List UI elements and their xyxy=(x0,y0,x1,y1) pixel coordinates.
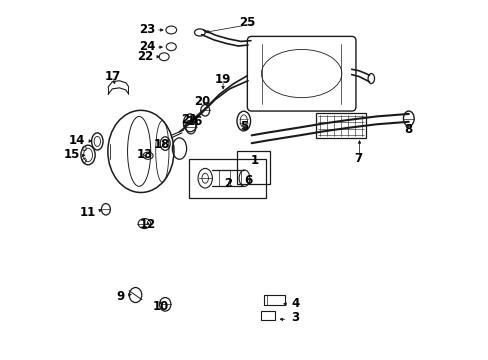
Text: 16: 16 xyxy=(186,114,202,127)
Text: 3: 3 xyxy=(290,311,299,324)
Text: 9: 9 xyxy=(116,289,124,303)
Text: 17: 17 xyxy=(104,70,120,83)
Text: 13: 13 xyxy=(136,148,152,162)
Text: 15: 15 xyxy=(63,148,80,162)
Text: 25: 25 xyxy=(238,16,255,29)
Text: 7: 7 xyxy=(354,152,362,165)
Text: 19: 19 xyxy=(214,73,231,86)
Text: 23: 23 xyxy=(139,23,155,36)
Text: 2: 2 xyxy=(224,177,232,190)
Bar xyxy=(315,113,365,138)
Text: 6: 6 xyxy=(244,174,252,186)
Text: 24: 24 xyxy=(139,40,155,53)
Text: 20: 20 xyxy=(194,95,210,108)
Text: 10: 10 xyxy=(152,300,168,313)
Bar xyxy=(189,158,265,198)
Text: 18: 18 xyxy=(154,138,170,151)
Text: 5: 5 xyxy=(240,120,248,133)
Text: 8: 8 xyxy=(404,123,412,136)
Text: 22: 22 xyxy=(137,50,153,63)
Text: 12: 12 xyxy=(140,218,156,231)
Bar xyxy=(260,311,274,320)
Text: 21: 21 xyxy=(181,113,197,126)
Text: 14: 14 xyxy=(69,134,85,147)
Text: 4: 4 xyxy=(290,297,299,310)
Bar xyxy=(237,152,269,184)
Bar xyxy=(264,295,285,305)
Text: 1: 1 xyxy=(251,154,259,167)
Text: 11: 11 xyxy=(80,206,96,219)
